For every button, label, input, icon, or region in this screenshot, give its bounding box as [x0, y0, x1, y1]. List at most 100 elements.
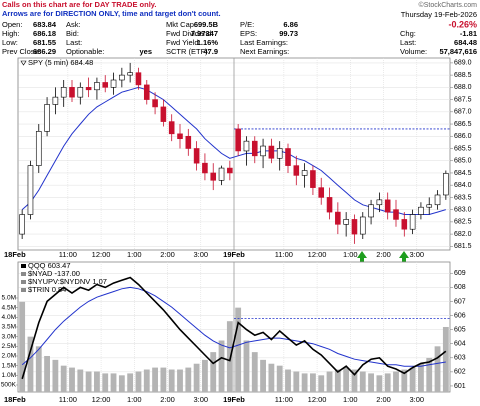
x-tick-label: 2:00 [160, 395, 175, 404]
volume-bar [359, 371, 366, 392]
y-tick-label: 682.0 [454, 231, 472, 238]
y-tick-label: 601 [454, 383, 466, 390]
legend-marker [20, 60, 27, 66]
candle-body [69, 87, 75, 98]
moving-average [21, 286, 446, 367]
candle-body [119, 74, 125, 81]
volume-bar [384, 373, 391, 392]
field-label: EPS: [240, 29, 257, 38]
candle-body [293, 165, 300, 176]
field-value: 684.48 [454, 38, 477, 47]
volume-bar [152, 367, 158, 392]
y2-tick-label: 500K [1, 382, 17, 389]
x-tick-label: 1:00 [343, 395, 358, 404]
candle-body [443, 173, 449, 196]
y2-tick-label: 3.5M [2, 324, 16, 331]
x-tick-label: 11:00 [59, 395, 77, 404]
volume-bar [226, 321, 233, 392]
field-label: Fwd Yield: [166, 38, 201, 47]
candle-body [177, 133, 183, 140]
field-value: 681.55 [33, 38, 56, 47]
field-value: -1.81 [460, 29, 477, 38]
y2-tick-label: 4.5M [2, 304, 16, 311]
volume-bar [77, 369, 84, 392]
volume-bar [260, 359, 266, 392]
candle-body [426, 204, 433, 208]
candle-body [343, 219, 349, 225]
x-tick-label: 19Feb [223, 395, 245, 404]
volume-bar [393, 371, 399, 392]
x-tick-label: 11:00 [275, 395, 293, 404]
y2-tick-label: 2.5M [2, 343, 16, 350]
field-label: Optionable: [66, 47, 104, 56]
x-tick-label: 3:00 [193, 250, 208, 259]
x-tick-label: 1:00 [127, 395, 142, 404]
volume-bar [368, 373, 374, 392]
candle-body [218, 167, 225, 181]
volume-bar [442, 326, 449, 392]
y-tick-label: 682.5 [454, 219, 472, 226]
candle-body [260, 145, 266, 157]
up-arrow [357, 251, 367, 263]
volume-bar [285, 369, 291, 392]
candle-body [227, 167, 233, 174]
volume-bar [185, 367, 192, 392]
up-arrow [399, 251, 409, 263]
y-tick-label: 688.5 [454, 72, 472, 79]
volume-bar [19, 301, 26, 392]
y-tick-label: 606 [454, 312, 466, 319]
legend-entry: $TRIN 0.84 [28, 285, 66, 294]
candle-body [285, 148, 291, 166]
candle-body [268, 145, 275, 159]
x-tick-label: 3:00 [409, 395, 424, 404]
candle-body [235, 128, 241, 152]
candle-body [143, 84, 150, 100]
candle-body [276, 148, 283, 159]
volume-bar [310, 373, 316, 392]
volume-bar [268, 363, 275, 392]
field-label: Ask: [66, 20, 81, 29]
legend-swatch [21, 280, 26, 284]
candle-body [168, 121, 175, 135]
field-value: 6.86 [283, 20, 298, 29]
volume-bar [102, 373, 109, 392]
volume-bar [193, 363, 200, 392]
candle-body [60, 87, 67, 98]
x-tick-label: 19Feb [223, 250, 245, 259]
candle-body [310, 170, 316, 188]
y-tick-label: 602 [454, 369, 466, 376]
volume-bar [326, 371, 333, 392]
y-tick-label: 684.0 [454, 182, 472, 189]
volume-bar [94, 371, 100, 392]
volume-bar [293, 371, 300, 392]
candle-body [326, 197, 333, 213]
y-tick-label: 687.5 [454, 96, 472, 103]
candle-body [27, 165, 34, 215]
field-value: 7.97347 [191, 29, 218, 38]
volume-bar [118, 375, 125, 392]
volume-bar [135, 371, 142, 392]
volume-bar [60, 365, 67, 392]
field-value: 47.9 [203, 47, 218, 56]
y-tick-label: 684.5 [454, 170, 472, 177]
field-label: Open: [2, 20, 22, 29]
moving-average [21, 86, 446, 215]
volume-bar [418, 363, 424, 392]
volume-bar [177, 369, 183, 392]
legend-entry: QQQ 603.47 [28, 261, 71, 270]
volume-bar [52, 359, 59, 392]
volume-bar [44, 355, 50, 392]
price-line [21, 276, 447, 380]
candle-body [368, 204, 374, 218]
field-label: Chg: [400, 29, 416, 38]
field-label: Bid: [66, 29, 79, 38]
candle-body [160, 106, 167, 122]
candle-body [110, 79, 117, 88]
volume-bar [168, 369, 175, 392]
field-label: Last Earnings: [240, 38, 288, 47]
y-tick-label: 686.0 [454, 133, 472, 140]
candle-body [19, 214, 25, 235]
candle-body [243, 140, 250, 152]
y-tick-label: 607 [454, 298, 466, 305]
volume-bar [426, 357, 433, 392]
